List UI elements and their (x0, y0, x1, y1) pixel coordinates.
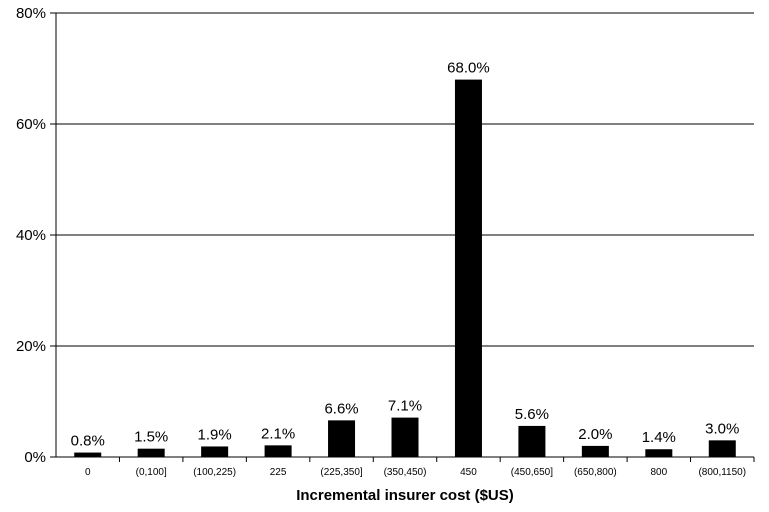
bar (264, 445, 292, 457)
data-label: 2.1% (261, 425, 295, 442)
y-tick-label: 40% (16, 227, 46, 244)
bar (328, 420, 356, 457)
bars (74, 79, 736, 457)
y-tick-label: 0% (24, 449, 46, 466)
data-label: 68.0% (447, 60, 490, 77)
y-tick-label: 20% (16, 338, 46, 355)
x-tick-label: (800,1150) (698, 467, 746, 478)
data-label: 1.4% (642, 429, 676, 446)
data-label: 3.0% (705, 420, 739, 437)
x-tick-label: 0 (85, 467, 91, 478)
y-tick-label: 80% (16, 5, 46, 22)
x-tick-label: (225,350] (320, 467, 362, 478)
data-label: 6.6% (324, 400, 358, 417)
data-label: 5.6% (515, 406, 549, 423)
x-tick-label: (350,450) (384, 467, 427, 478)
x-tick-label: 800 (650, 467, 667, 478)
data-label: 2.0% (578, 426, 612, 443)
bar (518, 425, 546, 457)
x-tick-label: 225 (270, 467, 287, 478)
y-tick-labels: 0% 20% 40% 60% 80% (16, 5, 56, 466)
data-label: 7.1% (388, 398, 422, 415)
bar (454, 79, 482, 457)
x-tick-label: (0,100] (136, 467, 167, 478)
bar (581, 445, 609, 457)
data-labels: 0.8% 1.5% 1.9% 2.1% 6.6% 7.1% 68.0% 5.6% 2.0% 1.4… (71, 60, 740, 450)
x-tick-label: 450 (460, 467, 477, 478)
bar (74, 452, 102, 457)
y-tick-label: 60% (16, 116, 46, 133)
x-axis-title: Incremental insurer cost ($US) (296, 487, 514, 504)
x-tick-labels: 0 (0,100] (100,225) 225 (225,350] (350,450) 45… (85, 457, 755, 478)
x-tick-label: (100,225) (193, 467, 236, 478)
data-label: 0.8% (71, 433, 105, 450)
data-label: 1.9% (198, 426, 232, 443)
gridlines (56, 12, 754, 347)
data-label: 1.5% (134, 429, 168, 446)
bar (137, 448, 165, 457)
bar (708, 440, 736, 457)
bar (201, 446, 229, 457)
x-tick-label: (450,650] (511, 467, 553, 478)
bar (391, 417, 419, 457)
bar (645, 449, 673, 457)
x-tick-label: (650,800) (574, 467, 617, 478)
